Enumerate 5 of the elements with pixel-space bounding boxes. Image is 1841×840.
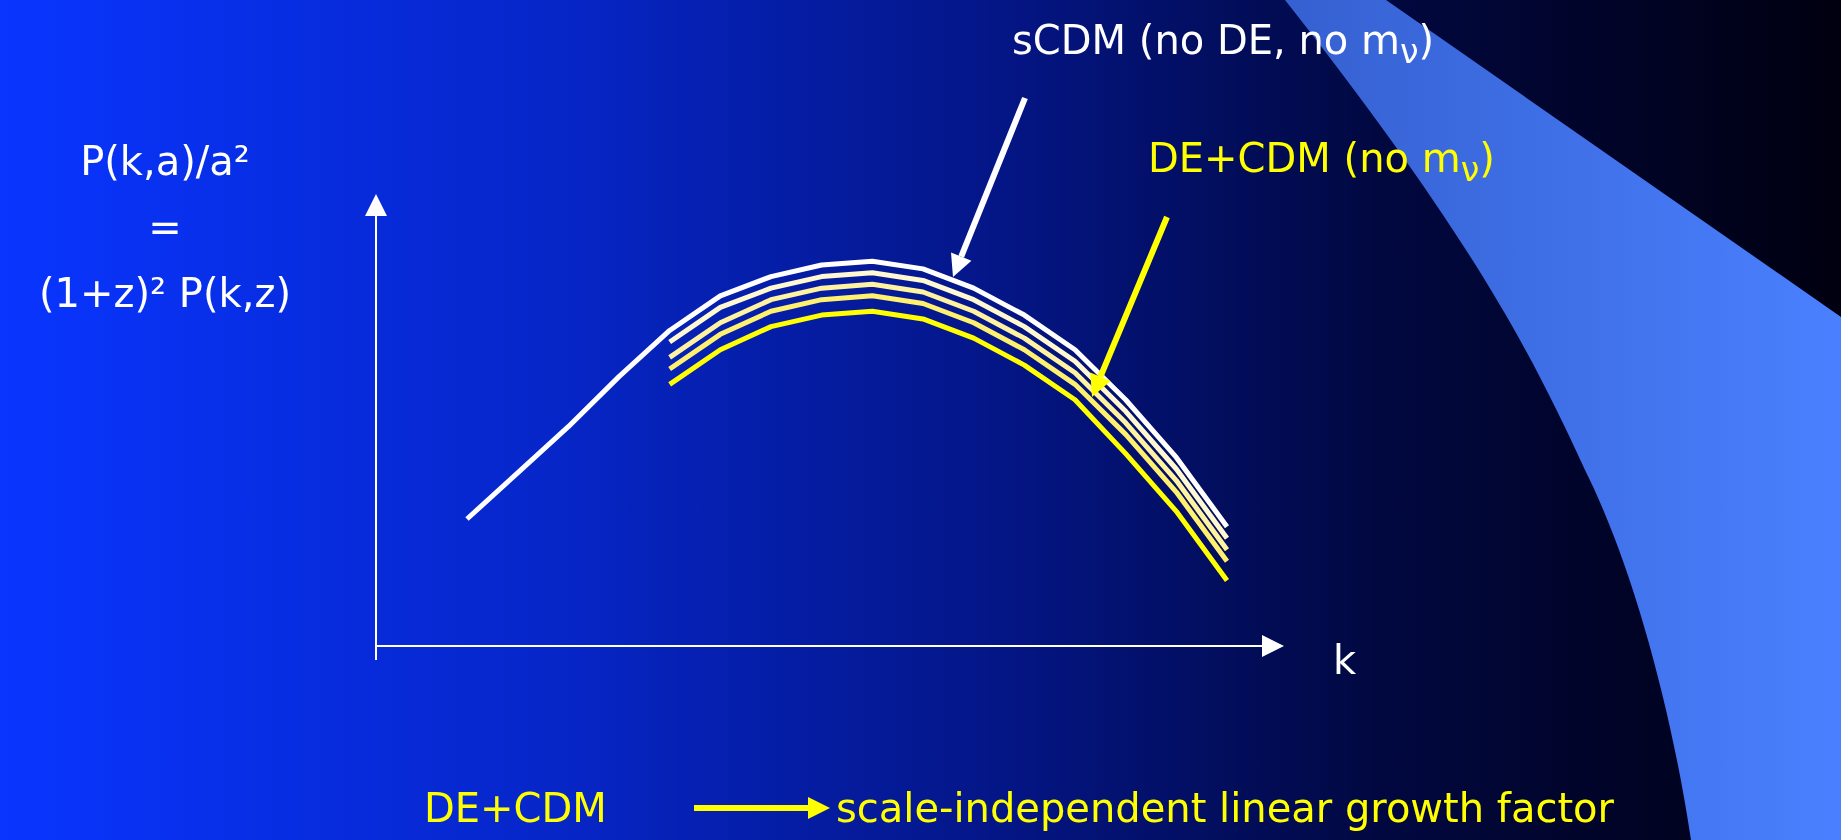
y-axis-title: P(k,a)/a² = (1+z)² P(k,z) [37,137,293,318]
text: DE+CDM (no m$_{ν}$) [1148,135,1495,189]
text: scale-independent linear growth factor [836,785,1615,831]
text: DE+CDM [424,785,607,831]
x-axis-title: k [1333,637,1357,683]
